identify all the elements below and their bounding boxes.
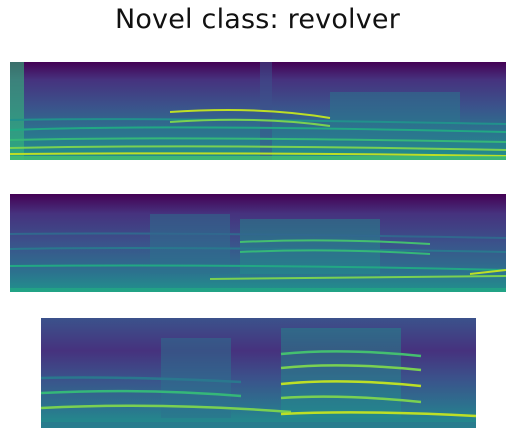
figure-title: Novel class: revolver [114, 4, 401, 35]
spectrogram-1 [10, 62, 506, 160]
spectrogram-3 [41, 318, 476, 428]
spectrogram-2-image [10, 194, 506, 292]
spectrogram-3-image [41, 318, 476, 428]
spectrogram-2 [10, 194, 506, 292]
spectrogram-1-image [10, 62, 506, 160]
